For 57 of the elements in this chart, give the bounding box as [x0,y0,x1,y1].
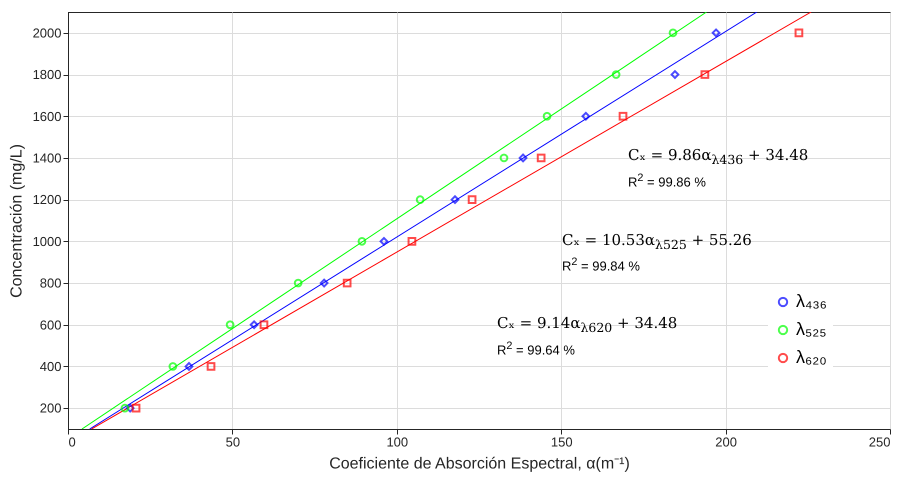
point [668,28,678,38]
point [168,362,178,371]
point [618,112,628,121]
annotation: Cₓ = 10.53α$_{λ525}$ + 55.26 [562,231,752,252]
point [536,154,546,162]
x-tick-label: 50 [226,434,240,450]
point [416,195,424,204]
y-tick-label: 400 [40,358,62,374]
point [612,70,620,79]
y-tick-label: 1600 [32,108,62,124]
point [358,237,366,246]
annotation: R$^{2}$ = 99.86 % [628,172,706,190]
annotation: R$^{2}$ = 99.84 % [562,256,640,274]
legend-label: λ₆₂₀ [796,347,827,367]
y-axis-title: Concentración (mg/L) [8,144,26,298]
y-tick-label: 1800 [32,67,62,82]
point [468,195,476,204]
point [320,278,328,288]
x-tick-label: 250 [868,434,890,450]
point [206,362,216,371]
annotation: Cₓ = 9.14α$_{λ620}$ + 34.48 [497,314,678,335]
legend-label: λ₅₂₅ [796,319,826,339]
annotation: R$^{2}$ = 99.64 % [497,340,575,358]
y-tick-label: 1000 [32,234,62,249]
point [518,154,528,162]
point [126,404,134,413]
annotation: Cₓ = 9.86α$_{λ436}$ + 34.48 [628,146,808,167]
x-tick-label: 200 [715,434,737,450]
point [250,320,258,330]
point [408,236,416,246]
x-tick-label: 0 [68,434,76,450]
point [700,70,710,79]
legend-label: λ₄₃₆ [796,291,827,311]
point [132,404,140,413]
point [184,362,194,371]
x-axis-title: Coeficiente de Absorción Espectral, α(m⁻¹) [329,456,630,472]
y-tick-label: 200 [40,400,62,416]
point [500,154,508,162]
point [120,404,130,412]
point [294,278,303,288]
point [342,278,352,288]
point [542,112,552,121]
x-tick-label: 100 [386,434,408,450]
point [582,112,590,121]
point [670,70,680,79]
x-tick-label: 150 [550,434,573,450]
point [380,236,388,246]
y-tick-label: 800 [40,276,62,291]
point [450,195,460,204]
point [712,28,720,38]
y-tick-label: 2000 [32,25,62,40]
y-tick-label: 600 [40,317,62,332]
y-tick-label: 1400 [32,150,62,166]
y-tick-label: 1200 [32,192,62,208]
point [260,320,268,330]
point [794,28,804,38]
point [226,320,234,330]
